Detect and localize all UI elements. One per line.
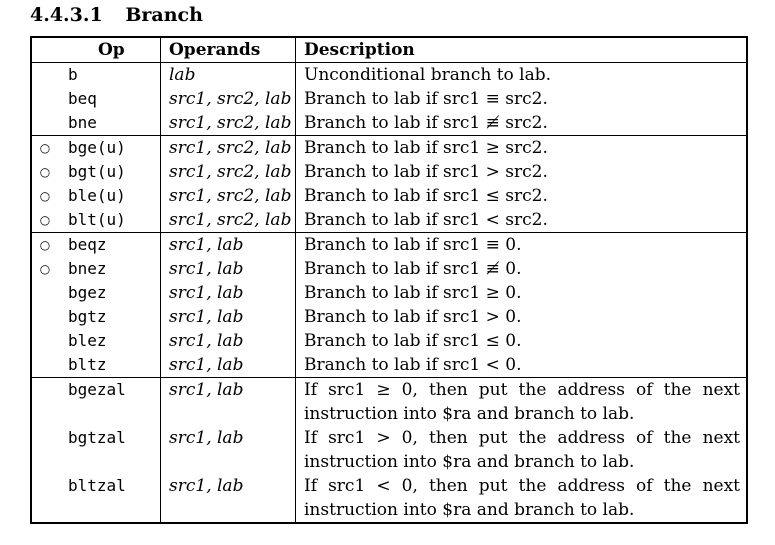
pseudo-instruction-marker [31,111,58,136]
pseudo-instruction-marker: ○ [39,165,51,179]
pseudo-instruction-marker [31,377,58,426]
table-row: blez src1, lab Branch to lab if src1 ≤ 0… [31,329,747,353]
pseudo-instruction-marker: ○ [39,213,51,227]
description-cell: Branch to lab if src1 ≤ 0. [304,331,522,351]
header-description: Description [295,37,747,63]
section-heading: 4.4.3.1 Branch [30,4,203,26]
table-row: bgez src1, lab Branch to lab if src1 ≥ 0… [31,281,747,305]
description-cell: If src1 > 0, then put the address of the… [304,428,740,472]
op-cell: beq [58,87,161,111]
group-unconditional-and-equality: b lab Unconditional branch to lab. beq s… [31,62,747,136]
operands-cell: src1, src2, lab [160,135,296,160]
op-cell: ble(u) [58,184,161,208]
description-cell: Unconditional branch to lab. [295,62,747,87]
section-title: Branch [125,4,203,26]
table-row: ○ bgt(u) src1, src2, lab Branch to lab i… [31,160,747,184]
description-cell: Branch to lab if src1 ≡ 0. [295,232,747,257]
op-cell: bgtzal [58,426,161,474]
description-cell: Branch to lab if src1 ≥ src2. [295,135,747,160]
header-op: Op [58,37,161,63]
group-comparison-branches: ○ bge(u) src1, src2, lab Branch to lab i… [31,135,747,233]
op-cell: bgtz [58,305,161,329]
header-operands: Operands [160,37,296,63]
pseudo-instruction-marker [31,474,58,523]
op-cell: bgezal [58,377,161,426]
pseudo-instruction-marker: ○ [31,232,58,257]
op-cell: bltz [58,353,161,378]
description-cell: If src1 ≥ 0, then put the address of the… [295,377,747,426]
group-branch-and-link: bgezal src1, lab If src1 ≥ 0, then put t… [31,377,747,523]
branch-instruction-table: Op Operands Description b lab Unconditio… [30,36,748,524]
op-cell: blez [58,329,161,353]
description-cell: Branch to lab if src1 > src2. [304,162,548,182]
description-cell: Branch to lab if src1 ≡ src2. [304,89,548,109]
description-cell: Branch to lab if src1 ≢ src2. [304,113,548,133]
table-row: beq src1, src2, lab Branch to lab if src… [31,87,747,111]
table-row: bltzal src1, lab If src1 < 0, then put t… [31,474,747,523]
operands-cell: src1, lab [160,474,296,523]
description-cell: Branch to lab if src1 < src2. [304,210,548,230]
table-row: bgezal src1, lab If src1 ≥ 0, then put t… [31,377,747,426]
operands-cell: src1, src2, lab [160,87,296,111]
description-cell: If src1 < 0, then put the address of the… [304,476,740,520]
pseudo-instruction-marker [31,62,58,87]
table-row: ○ beqz src1, lab Branch to lab if src1 ≡… [31,232,747,257]
pseudo-instruction-marker [31,329,58,353]
operands-cell: src1, lab [160,377,296,426]
operands-cell: src1, lab [160,426,296,474]
description-cell: Branch to lab if src1 ≢ 0. [304,259,522,279]
pseudo-instruction-marker: ○ [31,135,58,160]
table-row: bne src1, src2, lab Branch to lab if src… [31,111,747,136]
section-number: 4.4.3.1 [30,4,103,26]
op-cell: bne [58,111,161,136]
table-row: b lab Unconditional branch to lab. [31,62,747,87]
pseudo-instruction-marker [31,353,58,378]
table-row: ○ bnez src1, lab Branch to lab if src1 ≢… [31,257,747,281]
header-mark-column [31,37,58,63]
table-row: ○ blt(u) src1, src2, lab Branch to lab i… [31,208,747,233]
table-row: ○ ble(u) src1, src2, lab Branch to lab i… [31,184,747,208]
op-cell: bge(u) [58,135,161,160]
group-zero-comparison-branches: ○ beqz src1, lab Branch to lab if src1 ≡… [31,232,747,378]
operands-cell: src1, lab [160,257,296,281]
operands-cell: src1, src2, lab [160,184,296,208]
table-row: bgtzal src1, lab If src1 > 0, then put t… [31,426,747,474]
op-cell: bgez [58,281,161,305]
pseudo-instruction-marker: ○ [39,262,51,276]
operands-cell: src1, lab [160,281,296,305]
pseudo-instruction-marker [31,87,58,111]
pseudo-instruction-marker [31,305,58,329]
operands-cell: lab [160,62,296,87]
operands-cell: src1, src2, lab [160,208,296,233]
header-row: Op Operands Description [31,37,747,63]
op-cell: b [58,62,161,87]
pseudo-instruction-marker [31,426,58,474]
operands-cell: src1, lab [160,305,296,329]
operands-cell: src1, src2, lab [160,160,296,184]
operands-cell: src1, lab [160,329,296,353]
op-cell: beqz [58,232,161,257]
pseudo-instruction-marker: ○ [39,189,51,203]
op-cell: bnez [58,257,161,281]
table-row: ○ bge(u) src1, src2, lab Branch to lab i… [31,135,747,160]
description-cell: Branch to lab if src1 > 0. [304,307,522,327]
operands-cell: src1, src2, lab [160,111,296,136]
description-cell: Branch to lab if src1 < 0. [304,355,522,375]
op-cell: bltzal [58,474,161,523]
pseudo-instruction-marker [31,281,58,305]
description-cell: Branch to lab if src1 ≤ src2. [304,186,548,206]
op-cell: blt(u) [58,208,161,233]
op-cell: bgt(u) [58,160,161,184]
table-header: Op Operands Description [31,37,747,63]
table-row: bgtz src1, lab Branch to lab if src1 > 0… [31,305,747,329]
operands-cell: src1, lab [160,353,296,378]
description-cell: Branch to lab if src1 ≥ 0. [304,283,522,303]
operands-cell: src1, lab [160,232,296,257]
table-row: bltz src1, lab Branch to lab if src1 < 0… [31,353,747,378]
